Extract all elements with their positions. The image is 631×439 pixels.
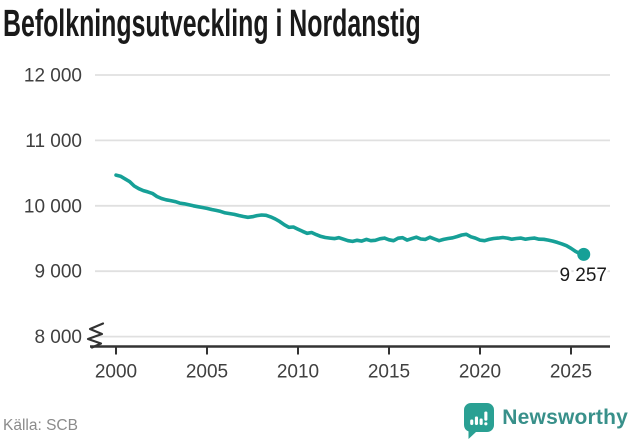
x-tick-label: 2010 [277,362,319,383]
newsworthy-speech-bubble-bar-chart-icon [464,403,495,439]
end-value-label: 9 257 [559,265,607,286]
y-tick-label: 12 000 [24,66,82,87]
end-point-dot [577,247,591,261]
y-tick-label: 9 000 [34,262,82,283]
x-tick-label: 2025 [550,362,592,383]
x-tick-label: 2000 [95,362,137,383]
x-tick-label: 2005 [186,362,228,383]
newsworthy-wordmark: Newsworthy [502,406,628,429]
y-tick-label: 8 000 [34,327,82,348]
chart-title: Befolkningsutveckling i Nordanstig [3,3,421,45]
population-line [114,173,586,257]
y-tick-label: 11 000 [25,131,82,152]
newsworthy-logo[interactable]: Newsworthy [464,403,628,439]
source-note: Källa: SCB [3,417,78,434]
x-tick-label: 2020 [459,362,501,383]
axis-break-icon [86,322,105,349]
x-tick-label: 2015 [368,362,410,383]
y-tick-label: 10 000 [24,196,82,217]
